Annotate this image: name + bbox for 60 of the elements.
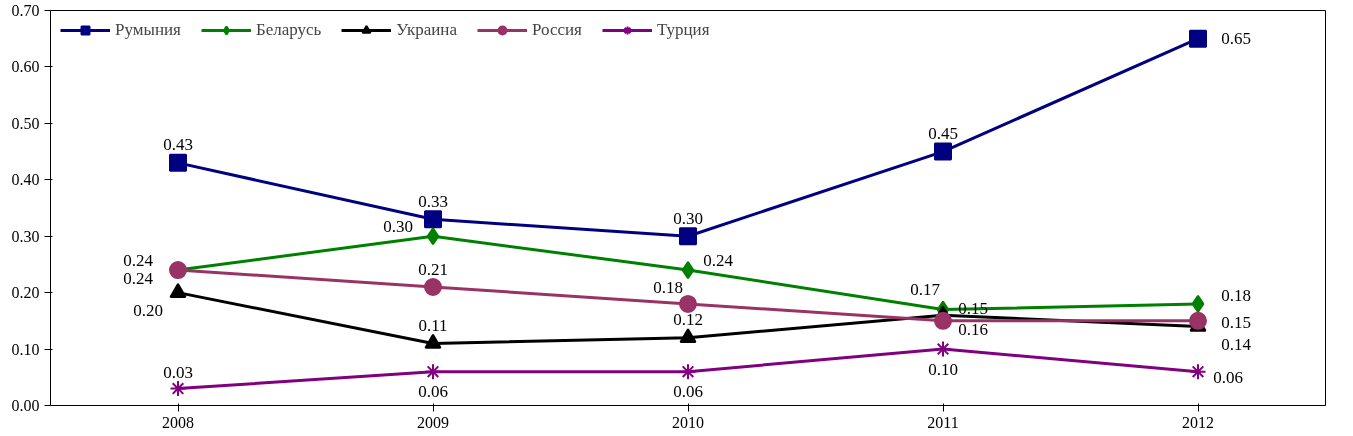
data-label: 0.12 [673,310,703,330]
y-tick-label: 0.20 [11,284,40,302]
y-tick-label: 0.30 [11,227,40,245]
data-label: 0.24 [123,268,154,288]
data-label: 0.03 [163,363,193,383]
y-tick-label: 0.70 [11,2,40,19]
data-label: 0.11 [418,315,448,335]
x-tick-label: 2009 [417,413,449,431]
point [1189,29,1207,48]
y-tick-label: 0.10 [11,340,40,358]
point [679,328,697,344]
data-label: 0.45 [928,124,958,144]
data-label: 0.43 [163,135,193,155]
point [679,363,697,381]
data-label: 0.24 [703,250,734,270]
legend-label: Украина [396,20,457,40]
y-tick-label: 0.50 [11,114,40,132]
point [424,363,442,381]
data-label: 0.65 [1221,29,1251,49]
point [1189,311,1207,330]
point [679,227,697,246]
x-tick-label: 2012 [1182,413,1214,431]
data-label: 0.14 [1221,335,1252,354]
data-label: 0.30 [383,216,413,236]
data-label: 0.33 [418,191,448,211]
point [1189,363,1207,381]
point [169,153,187,172]
point [1191,294,1205,313]
data-label: 0.16 [958,319,988,339]
x-tick-label: 2010 [672,413,704,431]
data-label: 0.30 [673,208,703,228]
point [426,227,440,246]
data-label: 0.06 [673,382,703,402]
y-tick-label: 0.00 [11,397,40,414]
point [934,340,952,358]
data-label: 0.18 [1221,286,1251,306]
legend-label: Беларусь [255,20,322,40]
legend-label: Турция [656,20,710,40]
data-label: 0.21 [418,259,448,279]
point [424,278,442,296]
point [424,210,442,229]
y-tick-label: 0.60 [11,58,40,76]
data-label: 0.15 [1221,313,1251,333]
legend-label: Румыния [115,20,181,40]
point [679,294,697,313]
data-label: 0.06 [418,382,448,402]
data-label: 0.18 [653,278,683,298]
y-tick-label: 0.40 [11,171,40,189]
data-label: 0.06 [1213,368,1243,388]
point [934,142,952,161]
point [681,261,695,280]
data-label: 0.24 [123,250,154,270]
data-label: 0.10 [928,359,958,379]
data-label: 0.20 [133,301,163,321]
legend-label: Россия [531,20,582,40]
data-label: 0.17 [910,280,941,300]
x-tick-label: 2008 [162,413,194,431]
x-tick-label: 2011 [927,413,959,431]
point [169,380,187,398]
point [934,311,952,330]
